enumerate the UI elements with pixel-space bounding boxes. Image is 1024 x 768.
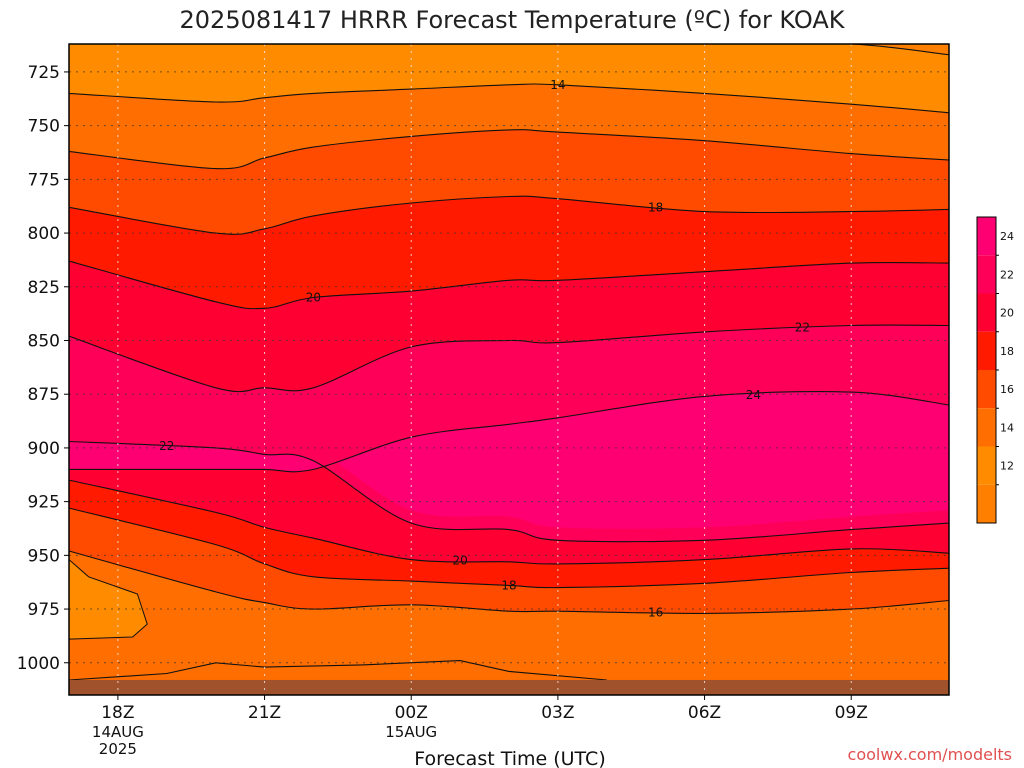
- colorbar-label: 16: [1000, 383, 1014, 396]
- chart-title: 2025081417 HRRR Forecast Temperature (ºC…: [180, 6, 846, 34]
- contour-line-16: [69, 129, 949, 170]
- colorbar-segment: [977, 370, 996, 409]
- plot-area: 14 18 20 22 24 22 20 18 16: [69, 44, 949, 695]
- contour-label-22: 22: [795, 321, 810, 335]
- contour-label-20: 20: [306, 291, 321, 305]
- contour-line-24: [69, 390, 949, 473]
- colorbar-segment: [977, 293, 996, 332]
- contour-line-18: [69, 195, 949, 235]
- band-16-18: [69, 129, 949, 235]
- y-tick-label: 1000: [17, 654, 60, 674]
- contour-label-18: 18: [648, 200, 663, 214]
- y-tick-label: 975: [28, 600, 60, 620]
- contour-line-20: [69, 479, 949, 565]
- colorbar-segment: [977, 255, 996, 294]
- y-tick-label: 825: [28, 278, 60, 298]
- y-tick-label: 900: [28, 439, 60, 459]
- colorbar-label: 14: [1000, 421, 1014, 434]
- y-tick-label: 750: [28, 117, 60, 137]
- colorbar-segment: [977, 408, 996, 447]
- contour-line-16: [69, 550, 949, 614]
- band-22-24-upper: [69, 325, 949, 472]
- contour-label-text: 18: [648, 200, 663, 214]
- colorbar-segment: [977, 217, 996, 256]
- x-date-label: 15AUG: [385, 723, 437, 741]
- contour-label-18: 18: [501, 578, 516, 592]
- contour-label-20: 20: [452, 554, 467, 568]
- axes: 725 750 775 800 825 850 875 900 925 950 975 1000 18Z…: [17, 43, 950, 758]
- colorbar: 24 22 20 18 16 14 12: [976, 216, 1014, 524]
- x-tick-label: 09Z: [835, 703, 868, 723]
- contour-line-18: [69, 507, 949, 589]
- x-tick-label: 00Z: [395, 703, 428, 723]
- x-axis-label: Forecast Time (UTC): [414, 748, 605, 768]
- x-tick-label: 03Z: [541, 703, 574, 723]
- contour-line-sfc: [69, 660, 607, 681]
- contour-label-text: 20: [306, 291, 321, 305]
- x-date-label: 14AUG: [92, 723, 144, 741]
- plot-frame: [68, 43, 950, 696]
- band-14-16: [69, 83, 949, 169]
- y-tick-label: 875: [28, 385, 60, 405]
- band-le12: [851, 44, 949, 55]
- y-tick-label: 925: [28, 493, 60, 513]
- colorbar-label: 18: [1000, 345, 1014, 358]
- credit-text: coolwx.com/modelts: [848, 745, 1012, 764]
- contour-line-22: [69, 324, 949, 393]
- band-12-14: [69, 44, 949, 113]
- band-pocket-12-14: [69, 558, 148, 640]
- contour-label-22: 22: [159, 439, 174, 453]
- band-20-22: [69, 261, 949, 392]
- y-tick-label: 950: [28, 546, 60, 566]
- colorbar-segment: [977, 446, 996, 485]
- contour-label-text: 14: [550, 78, 565, 92]
- contour-label-14: 14: [550, 78, 565, 92]
- contour-label-text: 20: [452, 554, 467, 568]
- colorbar-label: 12: [1000, 460, 1014, 473]
- colorbar-label: 24: [1000, 230, 1014, 243]
- band-16-18-lower: [69, 508, 949, 614]
- colorbar-segment: [977, 484, 996, 523]
- x-tick-label: 21Z: [248, 703, 281, 723]
- colorbar-label: 20: [1000, 307, 1014, 320]
- colorbar-segment: [977, 331, 996, 370]
- contour-line-14: [69, 83, 949, 114]
- contour-line-20: [69, 260, 949, 310]
- contour-label-16: 16: [648, 606, 663, 620]
- band-14-16-lower: [69, 551, 949, 695]
- contour-label-text: 22: [795, 321, 810, 335]
- band-ge24-core: [69, 391, 949, 542]
- y-tick-label: 800: [28, 224, 60, 244]
- x-tick-label: 18Z: [101, 703, 134, 723]
- contour-line-22: [69, 440, 949, 543]
- y-tick-label: 775: [28, 170, 60, 190]
- contour-label-24: 24: [746, 388, 761, 402]
- band-18-20: [69, 196, 949, 309]
- ground: [69, 679, 949, 695]
- contour-label-text: 22: [159, 439, 174, 453]
- y-tick-label: 725: [28, 63, 60, 83]
- band-22-24-ring: [69, 428, 949, 542]
- y-tick-label: 850: [28, 331, 60, 351]
- x-tick-label: 06Z: [688, 703, 721, 723]
- x-date-label: 2025: [99, 740, 137, 758]
- contour-label-text: 18: [501, 578, 516, 592]
- contour-label-text: 16: [648, 606, 663, 620]
- band-18-20-lower: [69, 480, 949, 588]
- contour-label-text: 24: [746, 388, 761, 402]
- colorbar-label: 22: [1000, 268, 1014, 281]
